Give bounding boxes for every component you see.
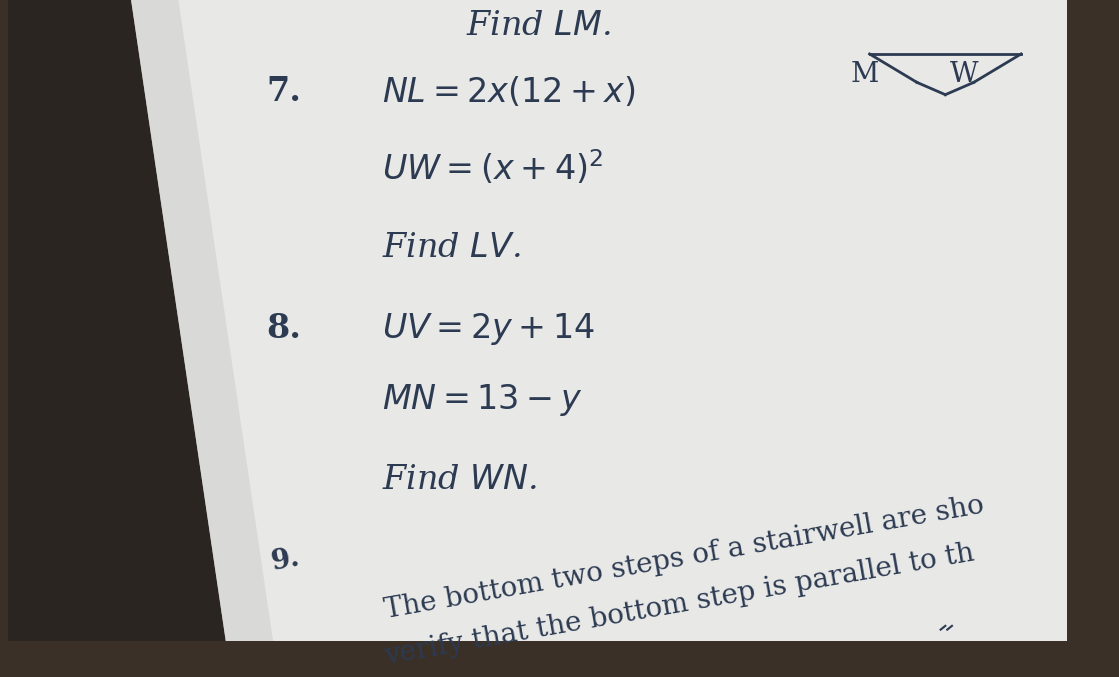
Polygon shape [131,0,1068,641]
Text: Find $LV$.: Find $LV$. [382,232,520,264]
Text: $UW = (x + 4)^2$: $UW = (x + 4)^2$ [382,148,603,187]
Text: W: W [950,62,979,88]
Text: $MN = 13 - y$: $MN = 13 - y$ [382,382,582,418]
Text: $UV = 2y + 14$: $UV = 2y + 14$ [382,311,595,347]
Text: The bottom two steps of a stairwell are sho: The bottom two steps of a stairwell are … [382,492,986,624]
Text: verify that the bottom step is parallel to th: verify that the bottom step is parallel … [382,540,976,670]
Text: M: M [850,62,880,88]
Polygon shape [8,0,311,641]
Text: $NL = 2x(12 + x)$: $NL = 2x(12 + x)$ [382,75,636,109]
Text: 7.: 7. [266,75,301,108]
Text: Find $LM$.: Find $LM$. [466,9,611,41]
Polygon shape [131,0,273,641]
Text: 9.: 9. [269,545,301,576]
Text: 8.: 8. [266,312,301,345]
Text: Find $WN$.: Find $WN$. [382,464,537,496]
